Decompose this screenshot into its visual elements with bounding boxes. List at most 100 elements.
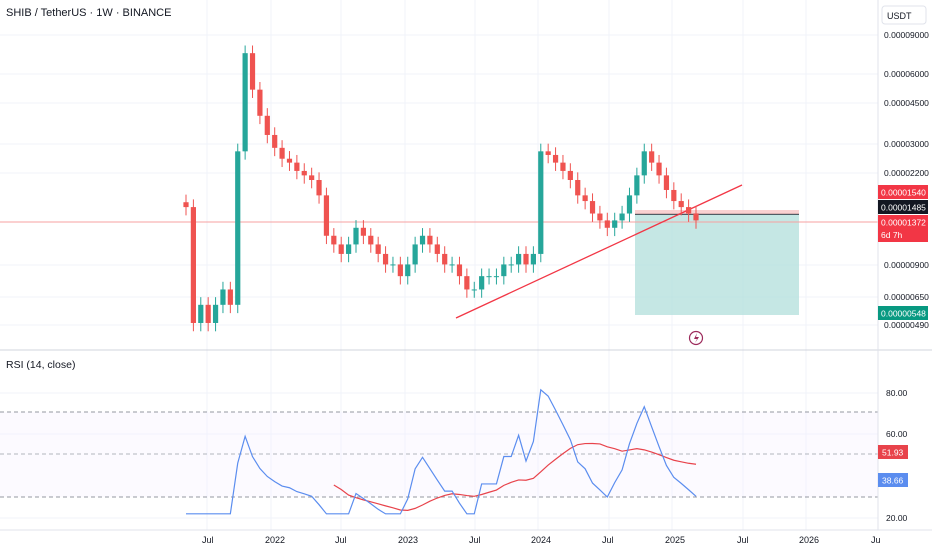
candle-body [212,304,219,323]
time-label: Jul [602,535,614,545]
candle-body [686,207,692,214]
candle-body [649,151,655,163]
candle-body [220,289,226,305]
candle-body [582,195,588,202]
candle-body [405,264,411,277]
stop-zone[interactable] [635,214,799,315]
candle-body [634,175,640,196]
candle-body [294,162,300,171]
symbol-title[interactable]: SHIB / TetherUS · 1W · BINANCE [6,7,171,19]
candle-body [190,207,196,323]
time-label: 2025 [665,535,685,545]
candle-body [560,162,566,171]
candle-body [523,253,529,265]
candle-body [412,244,418,265]
rsi-tick: 20.00 [886,513,908,523]
candle-body [538,151,544,254]
rsi-band [0,412,878,497]
alert-marker[interactable] [688,330,704,346]
rsi-scale[interactable]: 80.00 60.00 20.00 [886,388,908,523]
price-tick: 0.00000900 [884,260,929,270]
candle-body [678,201,684,208]
candle-body [346,244,352,254]
rsi-ma-line [333,442,697,511]
candle-body [575,180,581,196]
rsi-current-value: 38.66 [882,476,904,486]
target-price-text: 0.00001540 [881,188,926,198]
candle-body [612,220,618,228]
candle-body [501,264,507,277]
candle-body [471,289,477,291]
stop-price-text: 0.00000548 [881,309,926,319]
candle-body [264,115,270,135]
rsi-pane [0,388,878,515]
countdown-text: 6d 7h [881,230,903,240]
stop-price-badge: 0.00000548 [878,306,928,320]
time-label: Jul [202,535,214,545]
candle-body [235,151,241,305]
candle-body [641,151,647,176]
position-zone[interactable] [635,210,799,315]
candle-body [353,227,359,245]
grid [0,0,878,530]
candle-body [249,53,256,90]
price-tick: 0.00009000 [884,30,929,40]
candle-body [323,195,330,236]
time-label: Jul [469,535,481,545]
candle-body [331,235,337,245]
rsi-ma-badge: 51.93 [878,445,908,459]
time-axis[interactable]: Jul 2022 Jul 2023 Jul 2024 Jul 2025 Jul … [202,535,881,545]
currency-label: USDT [887,11,912,21]
target-zone[interactable] [635,210,799,214]
candle-body [183,202,189,208]
price-tick: 0.00000650 [884,292,929,302]
candle-body [486,276,492,278]
currency-selector[interactable]: USDT [881,5,927,25]
last-price-text: 0.00001485 [881,203,926,213]
rsi-line [186,388,697,515]
candle-body [464,276,470,290]
candle-body [286,158,293,163]
candle-body [552,154,559,163]
candle-body [390,264,396,266]
price-scale[interactable]: 0.00009000 0.00006000 0.00004500 0.00003… [884,30,929,330]
time-label: 2024 [531,535,551,545]
rsi-tick: 60.00 [886,429,908,439]
candle-body [227,289,233,305]
candle-body [530,253,536,265]
price-tick: 0.00006000 [884,69,929,79]
candle-body [545,151,551,155]
time-label: 2022 [265,535,285,545]
price-tick: 0.00000490 [884,320,929,330]
candle-body [434,244,440,254]
target-price-badge: 0.00001540 [878,185,928,199]
current-price-text: 0.00001372 [881,218,926,228]
rsi-value-badge: 38.66 [878,473,908,487]
last-price-badge: 0.00001485 [878,200,928,214]
candle-body [589,201,596,214]
time-label: 2026 [799,535,819,545]
candle-body [626,195,633,214]
rsi-title[interactable]: RSI (14, close) [6,359,75,371]
time-label: Jul [737,535,749,545]
candle-body [619,213,625,221]
candle-body [198,304,204,323]
price-tick: 0.00003000 [884,139,929,149]
rsi-tick: 80.00 [886,388,908,398]
time-label: 2023 [398,535,418,545]
candle-body [456,264,463,277]
candle-body [671,189,677,202]
time-label: Jul [335,535,347,545]
candle-body [449,264,455,266]
candle-body [301,170,307,176]
candle-body [272,134,278,148]
candle-body [427,235,433,245]
candle-body [242,53,248,152]
lightning-icon [694,333,699,343]
candle-body [604,220,610,228]
candle-body [493,276,500,278]
trendline[interactable] [455,184,743,319]
candle-body [338,244,344,254]
